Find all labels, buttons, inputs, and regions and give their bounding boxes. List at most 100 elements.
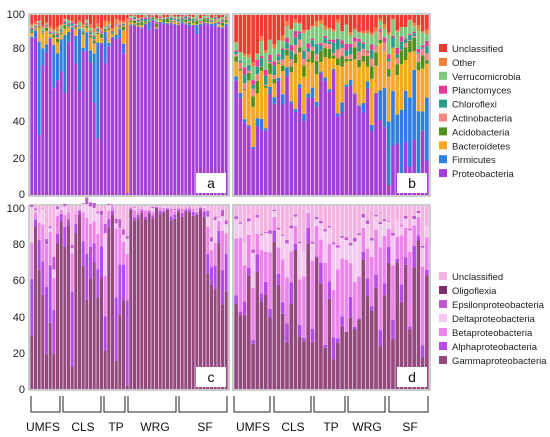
panel-c-bar-4-seg-6	[44, 206, 49, 240]
panel-b-bar-44-seg-6	[420, 45, 425, 48]
legend-top-label-2: Verrucomicrobia	[452, 72, 521, 83]
panel-c-bar-27-seg-6	[129, 206, 133, 208]
panel-b-bar-8-seg-3	[268, 63, 272, 74]
panel-c-bar-8-seg-3	[59, 206, 63, 210]
panel-a-bar-5-seg-9	[48, 15, 52, 27]
panel-b-bar-10-seg-9	[276, 15, 281, 41]
panel-d-bar-19-seg-4	[314, 216, 319, 220]
panel-b-bar-14-seg-8	[293, 18, 298, 24]
panel-c-bar-24-seg-3	[118, 228, 122, 229]
panel-a-bar-48-seg-5	[206, 19, 210, 21]
panel-b-bar-10-seg-7	[276, 40, 281, 55]
panel-c-bar-0-seg-0	[30, 335, 34, 389]
panel-a-bar-11-seg-0	[70, 29, 74, 196]
panel-d-bar-13-seg-6	[289, 206, 294, 226]
panel-b-bar-31-seg-0	[365, 87, 370, 195]
panel-d-bar-40-seg-1	[403, 257, 408, 265]
panel-b-bar-1-seg-5	[238, 60, 243, 63]
panel-d-bar-9-seg-1	[272, 230, 277, 242]
panel-a-bar-3-seg-4	[41, 32, 45, 34]
panel-d-bar-2-seg-0	[242, 315, 247, 389]
panel-b-bar-3-seg-1	[247, 125, 251, 128]
panel-c-bar-31-seg-2	[143, 210, 148, 217]
panel-b-bar-45-seg-4	[425, 53, 429, 61]
panel-d-bar-44-seg-1	[420, 345, 425, 358]
panel-a-bar-13-seg-1	[77, 28, 82, 91]
panel-d-bar-39-seg-0	[399, 302, 404, 389]
panel-b-bar-31-seg-7	[365, 32, 370, 51]
panel-b-label: b	[408, 175, 416, 191]
panel-a-bar-48-seg-3	[206, 20, 210, 23]
panel-c-bar-53-seg-3	[224, 224, 228, 234]
panel-c-bar-20-seg-6	[103, 206, 107, 224]
panel-b-bar-19-seg-3	[314, 60, 319, 75]
panel-c-bar-49-seg-1	[209, 267, 214, 285]
panel-c-bar-19-seg-4	[99, 210, 104, 216]
panel-c-bar-18-seg-6	[96, 206, 100, 212]
panel-c-bar-33-seg-2	[151, 211, 155, 216]
panel-b-bar-24-seg-3	[336, 58, 340, 66]
panel-c-bar-33-seg-0	[151, 218, 155, 389]
ytick-bottom-0: 0	[19, 384, 25, 396]
panel-d-bar-1-seg-3	[238, 223, 243, 239]
panel-a-bar-29-seg-7	[136, 17, 140, 20]
panel-d-bar-16-seg-0	[302, 341, 306, 389]
panel-c-bar-53-seg-4	[224, 220, 228, 225]
panel-b-bar-32-seg-5	[369, 49, 374, 59]
panel-c-bar-13-seg-6	[77, 206, 82, 208]
panel-a-bar-24-seg-9	[118, 15, 122, 20]
panel-b-bar-38-seg-2	[395, 75, 400, 115]
panel-b-bar-3-seg-2	[247, 80, 251, 126]
panel-b-bar-35-seg-9	[382, 15, 387, 24]
panel-d-bar-0-seg-2	[234, 238, 238, 296]
panel-b-bar-24-seg-8	[336, 19, 340, 24]
panel-b-bar-1-seg-7	[238, 52, 243, 61]
panel-d-bar-18-seg-4	[310, 241, 315, 244]
panel-b-bar-24-seg-4	[336, 49, 340, 59]
panel-c-bar-17-seg-2	[92, 221, 96, 244]
panel-d-bar-30-seg-2	[361, 227, 366, 252]
panel-a-bar-3-seg-9	[41, 15, 45, 26]
panel-a-bar-16-seg-3	[88, 35, 93, 38]
panel-b-bar-22-seg-9	[327, 15, 332, 28]
panel-b-bar-37-seg-2	[391, 48, 395, 91]
panel-a-bar-25-seg-4	[121, 25, 126, 27]
panel-c-bar-40-seg-1	[176, 209, 181, 212]
panel-c-bar-9-seg-1	[63, 226, 67, 247]
panel-a-bar-42-seg-4	[184, 18, 188, 20]
panel-d-bar-9-seg-6	[272, 206, 277, 210]
panel-d-bar-1-seg-1	[238, 311, 243, 315]
panel-d-bar-28-seg-3	[353, 241, 357, 283]
panel-a-bar-50-seg-7	[213, 15, 217, 18]
panel-b-bar-15-seg-8	[297, 22, 302, 24]
panel-b-bar-17-seg-5	[306, 48, 311, 52]
panel-a-bar-16-seg-9	[88, 15, 93, 25]
panel-a-bar-1-seg-2	[33, 29, 38, 31]
panel-d-bar-7-seg-4	[263, 231, 268, 233]
panel-b-bar-23-seg-3	[331, 55, 336, 59]
panel-d-bar-37-seg-0	[391, 339, 395, 389]
panel-c-bar-26-seg-1	[125, 300, 129, 386]
panel-c-bar-0-seg-1	[30, 278, 34, 336]
panel-a-bar-27-seg-4	[129, 20, 133, 21]
panel-c-bar-11-seg-0	[70, 365, 74, 389]
panel-a-bar-27-seg-9	[129, 15, 133, 16]
panel-a-bar-18-seg-8	[96, 23, 100, 27]
panel-a-bar-44-seg-0	[191, 25, 195, 196]
panel-b-bar-31-seg-3	[365, 56, 370, 67]
panel-c-bar-23-seg-1	[114, 297, 118, 361]
panel-b-bar-36-seg-1	[386, 121, 391, 186]
panel-b-bar-10-seg-3	[276, 62, 281, 64]
panel-c-bar-28-seg-0	[132, 220, 137, 389]
panel-c-bar-41-seg-1	[180, 213, 184, 217]
panel-c-bar-47-seg-3	[202, 205, 206, 209]
panel-c-bar-40-seg-6	[176, 206, 181, 207]
panel-b-bar-16-seg-7	[302, 32, 306, 51]
group-right-umfs: UMFS	[236, 420, 270, 434]
panel-d-bar-43-seg-0	[416, 240, 421, 389]
panel-d-bar-36-seg-4	[386, 221, 391, 222]
panel-b-bar-33-seg-3	[374, 52, 378, 66]
panel-a-bar-9-seg-2	[63, 28, 67, 35]
panel-d-bar-11-seg-6	[280, 206, 285, 235]
panel-d-bar-43-seg-2	[416, 216, 421, 236]
